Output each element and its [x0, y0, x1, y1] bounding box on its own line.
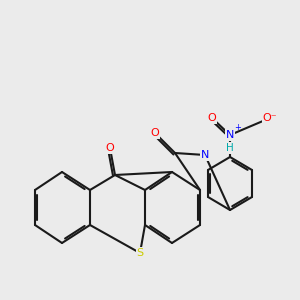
Text: O: O	[151, 128, 159, 138]
Text: H: H	[226, 143, 233, 153]
Text: N: N	[226, 130, 234, 140]
Text: O⁻: O⁻	[263, 113, 277, 123]
Text: +: +	[234, 123, 241, 132]
Text: S: S	[136, 248, 144, 258]
Text: O: O	[106, 143, 114, 153]
Text: O: O	[208, 113, 216, 123]
Text: N: N	[201, 150, 209, 160]
